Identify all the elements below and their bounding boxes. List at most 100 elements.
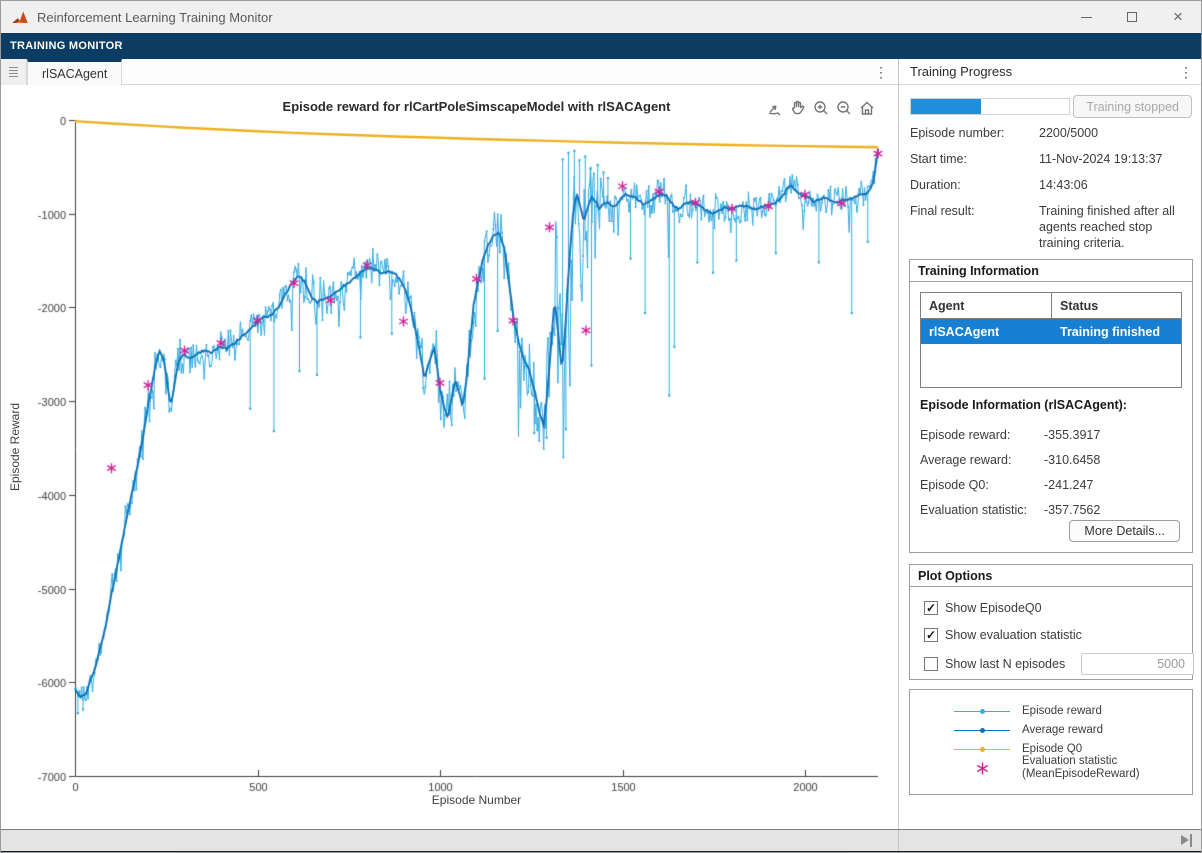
training-information-group: Training Information Agent Status rlSACA… xyxy=(909,259,1193,553)
legend-item-average-reward: Average reward xyxy=(954,721,1103,739)
info-row-final-result: Final result: Training finished after al… xyxy=(910,203,1192,251)
legend-item-episode-reward: Episode reward xyxy=(954,702,1102,720)
zoom-out-button[interactable] xyxy=(834,98,853,117)
show-evaluation-statistic-checkbox[interactable]: ✓ xyxy=(924,628,938,642)
maximize-button[interactable] xyxy=(1109,1,1155,33)
title-bar: Reinforcement Learning Training Monitor … xyxy=(1,1,1201,33)
axes-toolbar xyxy=(765,98,876,117)
ellipsis-icon: ⋮ xyxy=(874,63,888,80)
info-label: Duration: xyxy=(910,178,961,192)
checkbox-label: Show last N episodes xyxy=(945,657,1066,671)
panel-divider xyxy=(898,59,899,851)
checkbox-label: Show EpisodeQ0 xyxy=(945,601,1042,615)
training-progress-bar xyxy=(910,98,1070,115)
maximize-icon xyxy=(1127,12,1137,22)
stat-value: -241.247 xyxy=(1044,477,1094,492)
stat-row-average-reward: Average reward: -310.6458 xyxy=(920,447,1182,472)
table-row[interactable]: rlSACAgent Training finished xyxy=(921,319,1181,344)
stat-value: -310.6458 xyxy=(1044,452,1101,467)
info-row-episode-number: Episode number: 2200/5000 xyxy=(910,125,1192,141)
close-button[interactable]: × xyxy=(1155,1,1201,33)
toolstrip-tab-training-monitor[interactable]: TRAINING MONITOR xyxy=(10,40,123,52)
info-value: 2200/5000 xyxy=(1039,126,1099,140)
panel-options-button[interactable]: ⋮ xyxy=(1177,59,1195,85)
training-stopped-button[interactable]: Training stopped xyxy=(1073,95,1192,118)
info-value: 14:43:06 xyxy=(1039,178,1088,192)
training-plot-canvas[interactable] xyxy=(1,85,898,829)
more-details-label: More Details... xyxy=(1084,524,1165,538)
chart-document: Episode reward for rlCartPoleSimscapeMod… xyxy=(1,85,898,829)
legend-box: Episode reward Average reward Episode Q0… xyxy=(909,689,1193,795)
legend-item-episode-q0: Episode Q0 xyxy=(954,740,1082,758)
pan-icon xyxy=(791,100,805,114)
toolstrip: TRAINING MONITOR xyxy=(1,33,1201,59)
episode-q0-line-swatch xyxy=(954,742,1010,756)
tab-label: rlSACAgent xyxy=(42,66,108,81)
minimize-icon xyxy=(1080,16,1092,18)
status-bar xyxy=(1,829,1201,851)
info-row-start-time: Start time: 11-Nov-2024 19:13:37 xyxy=(910,151,1192,167)
legend-item-evaluation-statistic: Evaluation statistic (MeanEpisodeReward) xyxy=(954,755,1172,780)
stat-value: -355.3917 xyxy=(1044,427,1101,442)
training-information-title: Training Information xyxy=(910,260,1192,282)
tab-rlsacagent[interactable]: rlSACAgent xyxy=(27,59,123,85)
progress-info-rows: Episode number: 2200/5000 Start time: 11… xyxy=(910,125,1192,261)
evaluation-statistic-asterisk-swatch xyxy=(954,761,1010,776)
checkbox-row-show-last-n-episodes: Show last N episodes xyxy=(924,653,1194,675)
close-icon: × xyxy=(1173,7,1183,26)
average-reward-line-swatch xyxy=(954,723,1010,737)
stat-row-episode-q0: Episode Q0: -241.247 xyxy=(920,472,1182,497)
progress-fill xyxy=(911,99,981,114)
info-value: 11-Nov-2024 19:13:37 xyxy=(1039,152,1163,166)
stat-label: Average reward: xyxy=(920,452,1012,467)
show-episodeq0-checkbox[interactable]: ✓ xyxy=(924,601,938,615)
stat-label: Episode Q0: xyxy=(920,477,989,492)
zoom-in-icon xyxy=(813,100,827,114)
home-icon xyxy=(860,101,873,115)
info-label: Final result: xyxy=(910,204,975,218)
panel-title: Training Progress xyxy=(910,64,1013,79)
table-header-row: Agent Status xyxy=(921,293,1181,319)
window-title: Reinforcement Learning Training Monitor xyxy=(37,9,273,25)
info-label: Episode number: xyxy=(910,126,1005,140)
table-cell-status: Training finished xyxy=(1060,324,1161,339)
checkbox-label: Show evaluation statistic xyxy=(945,628,1082,642)
stat-label: Evaluation statistic: xyxy=(920,502,1027,517)
pan-button[interactable] xyxy=(788,98,807,117)
document-list-button[interactable] xyxy=(1,59,27,85)
x-axis-label: Episode Number xyxy=(431,793,522,807)
zoom-in-button[interactable] xyxy=(811,98,830,117)
checkbox-row-show-episodeq0: ✓ Show EpisodeQ0 xyxy=(924,599,1042,617)
table-header-agent: Agent xyxy=(921,293,1052,318)
table-header-status: Status xyxy=(1060,298,1099,313)
restore-view-button[interactable] xyxy=(857,98,876,117)
stat-value: -357.7562 xyxy=(1044,502,1101,517)
show-last-n-episodes-checkbox[interactable] xyxy=(924,657,938,671)
ellipsis-icon: ⋮ xyxy=(1179,63,1193,80)
table-cell-agent: rlSACAgent xyxy=(929,324,1000,339)
stat-label: Episode reward: xyxy=(920,427,1011,442)
matlab-logo-icon xyxy=(11,10,29,25)
y-axis-label: Episode Reward xyxy=(8,402,22,492)
more-details-button[interactable]: More Details... xyxy=(1069,520,1180,542)
export-button[interactable] xyxy=(765,98,784,117)
plot-options-group: Plot Options ✓ Show EpisodeQ0 ✓ Show eva… xyxy=(909,564,1194,680)
episode-information-title: Episode Information (rlSACAgent): xyxy=(920,398,1127,412)
agent-status-table: Agent Status rlSACAgent Training finishe… xyxy=(920,292,1182,388)
info-label: Start time: xyxy=(910,152,967,166)
minimize-button[interactable] xyxy=(1063,1,1109,33)
n-episodes-input[interactable] xyxy=(1081,653,1194,675)
training-stopped-label: Training stopped xyxy=(1086,99,1179,114)
legend-label: Average reward xyxy=(1022,723,1103,736)
plot-options-title: Plot Options xyxy=(910,565,1192,587)
episode-information-rows: Episode reward: -355.3917 Average reward… xyxy=(920,422,1182,522)
legend-label: Episode reward xyxy=(1022,704,1102,717)
legend-label: Episode Q0 xyxy=(1022,742,1083,755)
status-bar-divider xyxy=(898,830,899,851)
document-options-button[interactable]: ⋮ xyxy=(872,59,890,85)
expand-panel-icon[interactable] xyxy=(1181,834,1195,847)
info-row-duration: Duration: 14:43:06 xyxy=(910,177,1192,193)
taskbar-sliver xyxy=(1,851,1201,852)
chart-title: Episode reward for rlCartPoleSimscapeMod… xyxy=(282,99,671,114)
